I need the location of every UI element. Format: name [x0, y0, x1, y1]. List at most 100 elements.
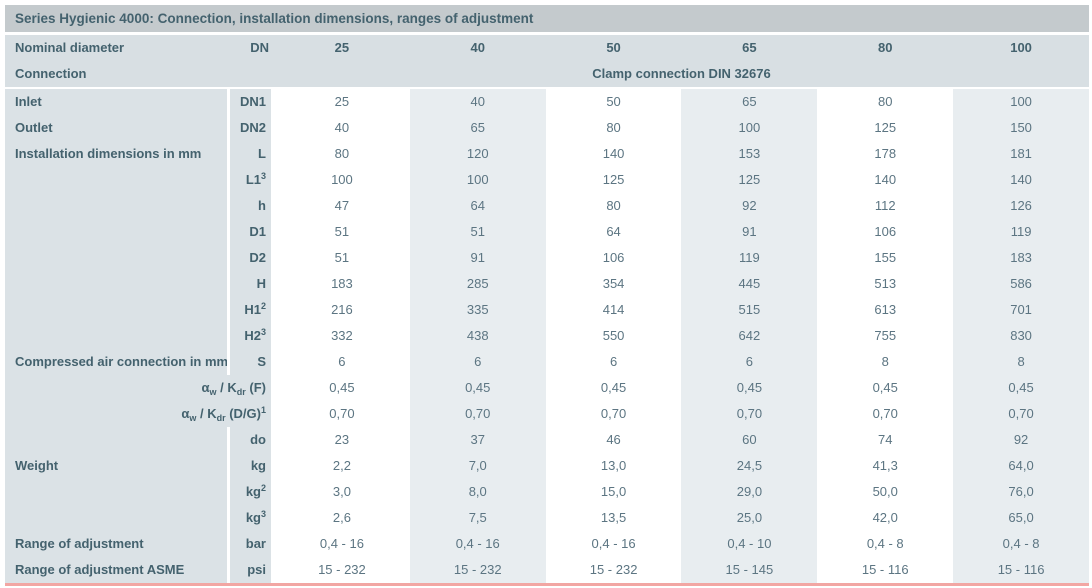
column-header: 65 — [742, 40, 757, 55]
cell-value: 830 — [953, 323, 1089, 349]
cell-value: 41,3 — [872, 458, 898, 473]
cell-value: 0,70 — [872, 406, 898, 421]
cell-value: 100 — [953, 89, 1089, 115]
cell-value: 8,0 — [409, 479, 546, 505]
row-unit: H23 — [227, 323, 274, 349]
cell-value: 6 — [409, 349, 546, 375]
row-label: Installation dimensions in mm — [5, 141, 227, 167]
cell-value: 25,0 — [681, 505, 818, 531]
row-unit: do — [227, 427, 274, 453]
cell-value: 550 — [602, 328, 625, 343]
cell-value: 642 — [681, 323, 818, 349]
cell-value: 100 — [409, 167, 546, 193]
cell-value: 755 — [874, 328, 897, 343]
header-label-nominal-diameter: Nominal diameter — [15, 40, 125, 55]
cell-value: 613 — [874, 302, 897, 317]
table-row: H 183 285 354 445 513 586 — [5, 271, 1089, 297]
row-label: αw / Kdr (D/G)1 — [5, 401, 274, 427]
cell-value: 0,70 — [409, 401, 546, 427]
table-row: Weight kg 2,2 7,0 13,0 24,5 41,3 64,0 — [5, 453, 1089, 479]
cell-value: 0,4 - 10 — [681, 531, 818, 557]
row-label — [5, 505, 227, 531]
cell-value: 8 — [881, 354, 889, 369]
cell-value: 15 - 232 — [589, 562, 638, 577]
row-unit: H12 — [227, 297, 274, 323]
row-label — [5, 297, 227, 323]
column-header: 40 — [470, 40, 485, 55]
table-row: Range of adjustment bar 0,4 - 16 0,4 - 16 0,… — [5, 531, 1089, 557]
table-row: Installation dimensions in mm L 80 120 140 15… — [5, 141, 1089, 167]
cell-value: 42,0 — [872, 510, 898, 525]
row-unit: L13 — [227, 167, 274, 193]
table-row: D1 51 51 64 91 106 119 — [5, 219, 1089, 245]
cell-value: 91 — [409, 245, 546, 271]
cell-value: 701 — [953, 297, 1089, 323]
datasheet-table: Series Hygienic 4000: Connection, instal… — [5, 5, 1089, 586]
table-row: αw / Kdr (D/G)1 0,70 0,70 0,70 0,70 0,70 0,70 — [5, 401, 1089, 427]
cell-value: 6 — [338, 354, 346, 369]
column-header: 100 — [1010, 40, 1032, 55]
cell-value: 414 — [602, 302, 625, 317]
cell-value: 13,5 — [600, 510, 627, 525]
cell-value: 64 — [606, 224, 621, 239]
bottom-accent-line — [5, 583, 1089, 586]
cell-value: 6 — [681, 349, 818, 375]
cell-value: 155 — [874, 250, 897, 265]
row-label — [5, 167, 227, 193]
cell-value: 15 - 116 — [953, 557, 1089, 583]
cell-value: 140 — [874, 172, 897, 187]
cell-value: 150 — [953, 115, 1089, 141]
cell-value: 15,0 — [600, 484, 627, 499]
cell-value: 0,45 — [409, 375, 546, 401]
row-label — [5, 323, 227, 349]
cell-value: 0,70 — [953, 401, 1089, 427]
cell-value: 0,4 - 8 — [953, 531, 1089, 557]
cell-value: 2,2 — [332, 458, 351, 473]
table-row: Outlet DN2 40 65 80 100 125 150 — [5, 115, 1089, 141]
cell-value: 0,45 — [953, 375, 1089, 401]
table-row: H12 216 335 414 515 613 701 — [5, 297, 1089, 323]
row-unit: h — [227, 193, 274, 219]
row-unit: D2 — [227, 245, 274, 271]
row-unit: S — [227, 349, 274, 375]
row-unit: psi — [227, 557, 274, 583]
cell-value: 0,4 - 16 — [591, 536, 636, 551]
cell-value: 178 — [874, 146, 897, 161]
cell-value: 285 — [409, 271, 546, 297]
connection-type-value: Clamp connection DIN 32676 — [592, 66, 771, 81]
cell-value: 183 — [331, 276, 353, 291]
cell-value: 0,4 - 8 — [866, 536, 904, 551]
cell-value: 50 — [606, 94, 621, 109]
cell-value: 15 - 232 — [318, 562, 366, 577]
header-unit-dn: DN — [250, 40, 269, 55]
table-row: kg2 3,0 8,0 15,0 29,0 50,0 76,0 — [5, 479, 1089, 505]
cell-value: 125 — [681, 167, 818, 193]
cell-value: 91 — [681, 219, 818, 245]
table-row: H23 332 438 550 642 755 830 — [5, 323, 1089, 349]
cell-value: 513 — [874, 276, 897, 291]
cell-value: 126 — [953, 193, 1089, 219]
cell-value: 46 — [606, 432, 621, 447]
cell-value: 0,45 — [600, 380, 627, 395]
cell-value: 438 — [409, 323, 546, 349]
table-row: kg3 2,6 7,5 13,5 25,0 42,0 65,0 — [5, 505, 1089, 531]
cell-value: 0,45 — [329, 380, 355, 395]
cell-value: 65 — [409, 115, 546, 141]
cell-value: 47 — [334, 198, 350, 213]
cell-value: 181 — [953, 141, 1089, 167]
cell-value: 24,5 — [681, 453, 818, 479]
row-label: Weight — [5, 453, 227, 479]
cell-value: 354 — [602, 276, 625, 291]
cell-value: 64 — [409, 193, 546, 219]
cell-value: 15 - 116 — [861, 562, 909, 577]
cell-value: 15 - 145 — [681, 557, 818, 583]
row-label: Outlet — [5, 115, 227, 141]
cell-value: 80 — [334, 146, 350, 161]
table-row: Compressed air connection in mm S 6 6 6 6 8 8 — [5, 349, 1089, 375]
row-unit: kg2 — [227, 479, 274, 505]
cell-value: 0,70 — [329, 406, 355, 421]
table-row: αw / Kdr (F) 0,45 0,45 0,45 0,45 0,45 0,45 — [5, 375, 1089, 401]
row-label — [5, 427, 227, 453]
cell-value: 50,0 — [872, 484, 898, 499]
cell-value: 29,0 — [681, 479, 818, 505]
